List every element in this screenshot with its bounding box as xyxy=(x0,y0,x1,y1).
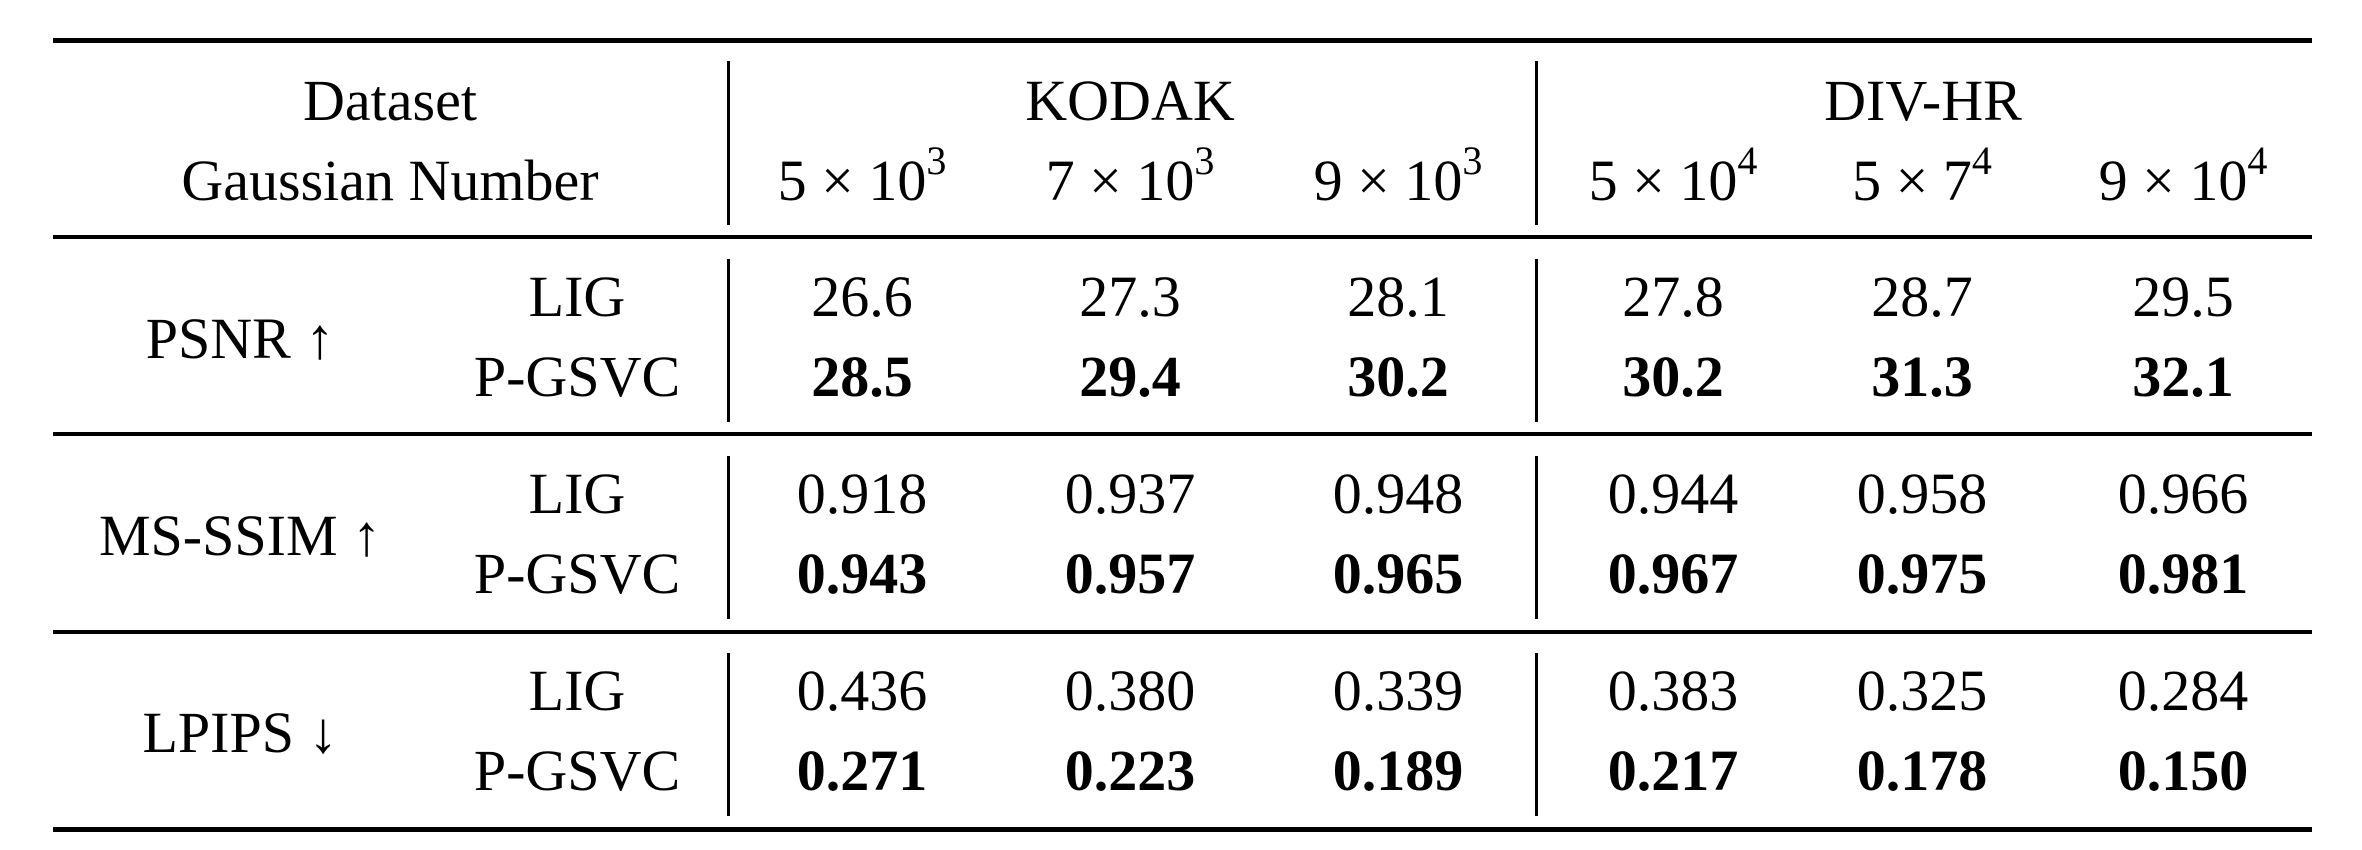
psnr-lig-kodak-2: 27.3 xyxy=(1079,264,1181,329)
lpips-lig-divhr-1: 0.383 xyxy=(1607,658,1739,723)
metric-msssim: MS-SSIM ↑ xyxy=(98,503,382,568)
msssim-lig-divhr-1: 0.944 xyxy=(1607,461,1739,526)
lpips-pgsvc-divhr-1: 0.217 xyxy=(1607,738,1739,803)
psnr-mid-rule xyxy=(53,432,2312,436)
arrow-down-icon: ↓ xyxy=(308,700,338,765)
lpips-lig-divhr-3: 0.284 xyxy=(2117,658,2249,723)
col-kodak-2: 7 × 103 xyxy=(1045,137,1215,213)
method-pgsvc: P-GSVC xyxy=(473,738,681,803)
msssim-pgsvc-kodak-3: 0.965 xyxy=(1332,541,1464,606)
psnr-lig-kodak-1: 26.6 xyxy=(811,264,913,329)
psnr-lig-divhr-2: 28.7 xyxy=(1871,264,1973,329)
col-divhr-1: 5 × 104 xyxy=(1588,137,1758,213)
col-divhr-2: 5 × 74 xyxy=(1852,137,1992,213)
lpips-pgsvc-divhr-3: 0.150 xyxy=(2117,738,2249,803)
psnr-lig-divhr-3: 29.5 xyxy=(2132,264,2234,329)
lpips-pgsvc-divhr-2: 0.178 xyxy=(1856,738,1988,803)
divider-divhr-psnr xyxy=(1535,259,1538,422)
method-pgsvc: P-GSVC xyxy=(473,541,681,606)
col-kodak-1: 5 × 103 xyxy=(777,137,947,213)
msssim-pgsvc-divhr-3: 0.981 xyxy=(2117,541,2249,606)
arrow-up-icon: ↑ xyxy=(352,503,382,568)
msssim-mid-rule xyxy=(53,630,2312,634)
psnr-pgsvc-kodak-1: 28.5 xyxy=(811,344,913,409)
psnr-lig-divhr-1: 27.8 xyxy=(1622,264,1724,329)
bottom-rule xyxy=(53,827,2312,832)
psnr-lig-kodak-3: 28.1 xyxy=(1347,264,1449,329)
divider-divhr-msssim xyxy=(1535,456,1538,619)
method-lig: LIG xyxy=(528,658,626,723)
method-lig: LIG xyxy=(528,264,626,329)
psnr-pgsvc-divhr-2: 31.3 xyxy=(1871,344,1973,409)
msssim-lig-divhr-2: 0.958 xyxy=(1856,461,1988,526)
psnr-pgsvc-divhr-1: 30.2 xyxy=(1622,344,1724,409)
col-divhr-3: 9 × 104 xyxy=(2098,137,2268,213)
lpips-lig-kodak-2: 0.380 xyxy=(1064,658,1196,723)
lpips-pgsvc-kodak-3: 0.189 xyxy=(1332,738,1464,803)
psnr-pgsvc-kodak-2: 29.4 xyxy=(1079,344,1181,409)
divider-kodak-msssim xyxy=(727,456,730,619)
msssim-pgsvc-divhr-2: 0.975 xyxy=(1856,541,1988,606)
divider-kodak-psnr xyxy=(727,259,730,422)
metric-lpips: LPIPS ↓ xyxy=(142,700,338,765)
psnr-pgsvc-divhr-3: 32.1 xyxy=(2132,344,2234,409)
lpips-lig-kodak-3: 0.339 xyxy=(1332,658,1464,723)
gaussian-number-label: Gaussian Number xyxy=(181,148,599,213)
group-kodak: KODAK xyxy=(1025,68,1235,133)
psnr-pgsvc-kodak-3: 30.2 xyxy=(1347,344,1449,409)
col-kodak-3: 9 × 103 xyxy=(1313,137,1483,213)
group-divhr: DIV-HR xyxy=(1824,68,2022,133)
msssim-pgsvc-divhr-1: 0.967 xyxy=(1607,541,1739,606)
dataset-label: Dataset xyxy=(303,68,477,133)
divider-kodak-lpips xyxy=(727,653,730,816)
msssim-pgsvc-kodak-1: 0.943 xyxy=(796,541,928,606)
header-mid-rule xyxy=(53,235,2312,239)
lpips-pgsvc-kodak-2: 0.223 xyxy=(1064,738,1196,803)
method-lig: LIG xyxy=(528,461,626,526)
divider-divhr-header xyxy=(1535,61,1538,225)
msssim-lig-divhr-3: 0.966 xyxy=(2117,461,2249,526)
msssim-lig-kodak-1: 0.918 xyxy=(796,461,928,526)
msssim-lig-kodak-3: 0.948 xyxy=(1332,461,1464,526)
arrow-up-icon: ↑ xyxy=(305,306,335,371)
lpips-lig-kodak-1: 0.436 xyxy=(796,658,928,723)
msssim-lig-kodak-2: 0.937 xyxy=(1064,461,1196,526)
divider-kodak-header xyxy=(727,61,730,225)
metric-psnr: PSNR ↑ xyxy=(145,306,335,371)
lpips-pgsvc-kodak-1: 0.271 xyxy=(796,738,928,803)
method-pgsvc: P-GSVC xyxy=(473,344,681,409)
msssim-pgsvc-kodak-2: 0.957 xyxy=(1064,541,1196,606)
divider-divhr-lpips xyxy=(1535,653,1538,816)
top-rule xyxy=(53,38,2312,43)
lpips-lig-divhr-2: 0.325 xyxy=(1856,658,1988,723)
